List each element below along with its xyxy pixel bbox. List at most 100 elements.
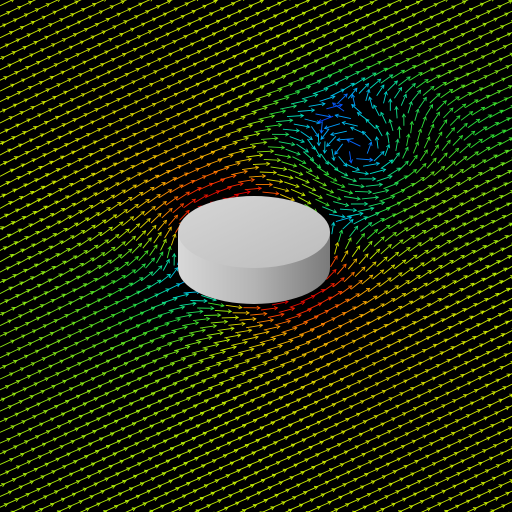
- velocity-arrow-icon: [103, 162, 117, 171]
- velocity-arrowhead-icon: [262, 446, 267, 451]
- velocity-arrow-icon: [201, 375, 217, 382]
- velocity-arrow-icon: [318, 383, 333, 391]
- velocity-arrow-icon: [172, 377, 189, 384]
- velocity-arrowhead-icon: [263, 311, 268, 317]
- velocity-arrowhead-icon: [247, 328, 253, 333]
- velocity-arrow-icon: [147, 279, 161, 289]
- velocity-arrow-icon: [205, 447, 221, 454]
- velocity-arrow-icon: [145, 432, 161, 440]
- velocity-arrow-icon: [81, 172, 95, 182]
- velocity-arrow-icon: [252, 414, 268, 421]
- velocity-arrow-icon: [151, 265, 163, 277]
- velocity-arrowhead-icon: [112, 367, 118, 372]
- velocity-arrow-icon: [216, 442, 232, 449]
- velocity-arrowhead-icon: [190, 333, 195, 338]
- velocity-arrow-icon: [244, 439, 260, 447]
- velocity-arrowhead-icon: [265, 466, 270, 471]
- velocity-arrowhead-icon: [245, 359, 251, 364]
- velocity-arrow-icon: [182, 404, 198, 412]
- velocity-arrowhead-icon: [131, 269, 137, 274]
- velocity-arrow-icon: [239, 399, 255, 407]
- velocity-arrowhead-icon: [180, 442, 186, 446]
- velocity-arrowhead-icon: [114, 419, 119, 424]
- velocity-arrow-icon: [81, 257, 95, 267]
- velocity-arrowhead-icon: [156, 194, 161, 198]
- velocity-arrow-icon: [275, 456, 291, 464]
- velocity-arrow-icon: [168, 390, 184, 397]
- velocity-arrowhead-icon: [134, 442, 140, 447]
- velocity-arrowhead-icon: [178, 422, 183, 426]
- velocity-arrow-icon: [0, 148, 12, 156]
- velocity-arrowhead-icon: [15, 294, 20, 299]
- velocity-arrow-icon: [105, 354, 121, 362]
- velocity-arrow-icon: [146, 315, 163, 322]
- velocity-arrow-icon: [210, 402, 226, 409]
- velocity-arrowhead-icon: [138, 429, 144, 434]
- velocity-arrow-icon: [248, 426, 264, 434]
- velocity-arrow-icon: [66, 190, 80, 199]
- velocity-arrow-icon: [175, 482, 191, 490]
- velocity-arrow-icon: [281, 411, 297, 419]
- velocity-arrow-icon: [202, 427, 218, 434]
- velocity-arrowhead-icon: [233, 449, 239, 454]
- velocity-arrowhead-icon: [168, 207, 173, 213]
- velocity-arrow-icon: [120, 165, 135, 174]
- velocity-arrow-icon: [13, 183, 28, 192]
- velocity-arrowhead-icon: [121, 189, 126, 194]
- velocity-arrow-icon: [199, 492, 215, 500]
- velocity-arrow-icon: [254, 382, 270, 389]
- velocity-arrowhead-icon: [68, 130, 73, 135]
- velocity-arrow-icon: [105, 182, 120, 192]
- velocity-arrowhead-icon: [1, 193, 6, 198]
- velocity-arrow-icon: [186, 310, 203, 314]
- velocity-arrow-icon: [209, 434, 225, 442]
- velocity-arrow-icon: [217, 409, 233, 417]
- velocity-arrow-icon: [194, 367, 211, 374]
- velocity-arrowhead-icon: [314, 400, 319, 405]
- velocity-arrow-icon: [74, 250, 88, 260]
- velocity-arrow-icon: [56, 163, 71, 172]
- velocity-arrow-icon: [190, 300, 208, 302]
- velocity-arrow-icon: [111, 395, 127, 402]
- velocity-arrowhead-icon: [229, 461, 235, 466]
- velocity-arrowhead-icon: [123, 362, 129, 367]
- velocity-arrow-icon: [116, 177, 131, 186]
- velocity-arrow-icon: [309, 408, 325, 416]
- velocity-arrow-icon: [14, 236, 29, 245]
- velocity-arrow-icon: [127, 345, 143, 352]
- velocity-arrowhead-icon: [11, 136, 16, 141]
- velocity-arrow-icon: [71, 145, 86, 154]
- velocity-arrow-icon: [314, 396, 329, 403]
- velocity-arrowhead-icon: [110, 432, 115, 437]
- velocity-arrowhead-icon: [197, 476, 202, 481]
- velocity-arrowhead-icon: [152, 444, 157, 449]
- velocity-arrow-icon: [180, 180, 195, 188]
- velocity-arrow-icon: [69, 210, 83, 219]
- velocity-arrowhead-icon: [334, 337, 339, 342]
- velocity-arrow-icon: [32, 153, 47, 162]
- velocity-arrowhead-icon: [183, 325, 188, 330]
- cylinder-obstacle-icon: [178, 196, 330, 304]
- velocity-arrow-icon: [173, 172, 188, 181]
- velocity-arrowhead-icon: [147, 237, 152, 242]
- velocity-arrow-icon: [114, 415, 130, 423]
- velocity-arrow-icon: [176, 449, 192, 457]
- velocity-arrowhead-icon: [234, 315, 240, 320]
- velocity-arrow-icon: [6, 261, 21, 270]
- velocity-arrowhead-icon: [122, 394, 127, 399]
- velocity-arrow-icon: [120, 248, 132, 259]
- velocity-arrow-icon: [100, 143, 115, 151]
- velocity-arrow-icon: [112, 447, 128, 455]
- velocity-arrow-icon: [278, 391, 294, 399]
- velocity-arrow-icon: [112, 275, 126, 284]
- velocity-arrow-icon: [194, 194, 208, 203]
- velocity-arrowhead-icon: [271, 337, 277, 342]
- velocity-arrow-icon: [36, 225, 50, 235]
- velocity-arrow-icon: [54, 228, 68, 237]
- velocity-arrowhead-icon: [107, 412, 112, 417]
- velocity-arrow-icon: [305, 421, 321, 429]
- velocity-arrowhead-icon: [278, 344, 283, 349]
- velocity-arrowhead-icon: [284, 300, 289, 305]
- velocity-arrow-icon: [292, 406, 308, 414]
- velocity-arrow-icon: [137, 285, 151, 294]
